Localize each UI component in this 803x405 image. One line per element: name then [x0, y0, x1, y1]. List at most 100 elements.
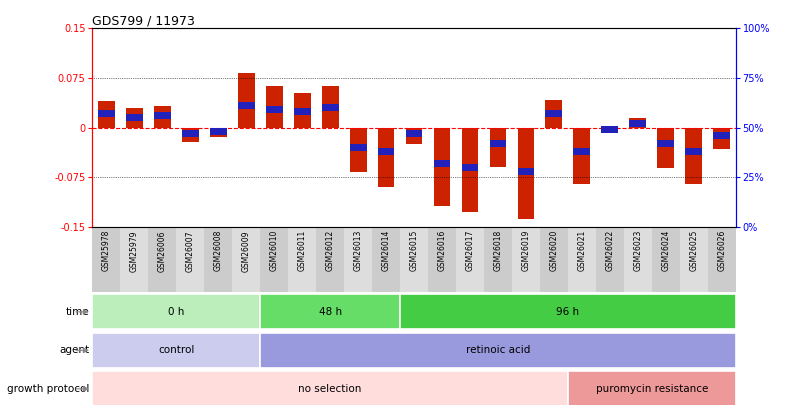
- Bar: [512, 227, 540, 292]
- Bar: [344, 227, 372, 292]
- Bar: [657, 140, 673, 147]
- Bar: [176, 227, 204, 292]
- Bar: [92, 371, 567, 405]
- Bar: [260, 227, 287, 292]
- Bar: [623, 227, 651, 292]
- Text: GSM26015: GSM26015: [409, 230, 418, 271]
- Text: GSM25978: GSM25978: [102, 230, 111, 271]
- Text: 0 h: 0 h: [168, 307, 185, 317]
- Bar: [483, 227, 512, 292]
- Text: GSM26016: GSM26016: [437, 230, 446, 271]
- Bar: [433, 160, 450, 166]
- Bar: [372, 227, 400, 292]
- Bar: [321, 104, 338, 111]
- Text: 48 h: 48 h: [318, 307, 341, 317]
- Bar: [651, 227, 679, 292]
- Bar: [287, 227, 316, 292]
- Bar: [120, 227, 149, 292]
- Bar: [544, 100, 561, 128]
- Text: GSM26021: GSM26021: [577, 230, 585, 271]
- Bar: [601, 128, 618, 132]
- Bar: [679, 227, 707, 292]
- Bar: [684, 128, 701, 184]
- Bar: [517, 128, 534, 219]
- Bar: [629, 117, 646, 128]
- Text: GSM26018: GSM26018: [493, 230, 502, 271]
- Bar: [238, 72, 255, 128]
- Text: time: time: [66, 307, 89, 317]
- Bar: [126, 108, 143, 128]
- Bar: [433, 128, 450, 206]
- Text: GDS799 / 11973: GDS799 / 11973: [92, 14, 195, 27]
- Text: agent: agent: [59, 345, 89, 355]
- Bar: [601, 126, 618, 133]
- Text: GSM26013: GSM26013: [353, 230, 362, 271]
- Bar: [712, 128, 729, 149]
- Bar: [316, 227, 344, 292]
- Bar: [400, 227, 427, 292]
- Bar: [489, 128, 506, 167]
- Bar: [98, 101, 115, 128]
- Bar: [657, 128, 673, 168]
- Text: puromycin resistance: puromycin resistance: [595, 384, 707, 394]
- Bar: [406, 130, 422, 137]
- Bar: [181, 130, 198, 137]
- Bar: [181, 128, 198, 142]
- Bar: [321, 86, 338, 128]
- Bar: [98, 111, 115, 117]
- Bar: [238, 102, 255, 109]
- Bar: [489, 140, 506, 147]
- Bar: [461, 164, 478, 171]
- Text: GSM26014: GSM26014: [381, 230, 390, 271]
- Text: retinoic acid: retinoic acid: [465, 345, 529, 355]
- Bar: [377, 148, 394, 155]
- Bar: [349, 128, 366, 172]
- Bar: [544, 111, 561, 117]
- Text: GSM26026: GSM26026: [716, 230, 725, 271]
- Bar: [540, 227, 567, 292]
- Bar: [517, 168, 534, 175]
- Bar: [629, 120, 646, 127]
- Bar: [266, 107, 283, 113]
- Text: no selection: no selection: [298, 384, 361, 394]
- Bar: [567, 227, 595, 292]
- Bar: [377, 128, 394, 187]
- Text: GSM26012: GSM26012: [325, 230, 334, 271]
- Text: GSM26022: GSM26022: [605, 230, 613, 271]
- Bar: [293, 109, 310, 115]
- Text: GSM26006: GSM26006: [157, 230, 167, 271]
- Text: GSM26024: GSM26024: [660, 230, 670, 271]
- Bar: [154, 106, 170, 128]
- Bar: [707, 227, 735, 292]
- Text: GSM26010: GSM26010: [269, 230, 279, 271]
- Bar: [154, 112, 170, 119]
- Bar: [406, 128, 422, 144]
- Bar: [266, 86, 283, 128]
- Bar: [712, 132, 729, 139]
- Bar: [349, 144, 366, 151]
- Bar: [260, 333, 735, 368]
- Text: GSM26025: GSM26025: [688, 230, 697, 271]
- Text: GSM26009: GSM26009: [242, 230, 251, 271]
- Text: GSM25979: GSM25979: [130, 230, 139, 271]
- Text: growth protocol: growth protocol: [7, 384, 89, 394]
- Text: GSM26011: GSM26011: [297, 230, 306, 271]
- Text: control: control: [158, 345, 194, 355]
- Bar: [204, 227, 232, 292]
- Bar: [149, 227, 176, 292]
- Bar: [92, 333, 260, 368]
- Bar: [232, 227, 260, 292]
- Text: GSM26008: GSM26008: [214, 230, 222, 271]
- Bar: [210, 128, 226, 135]
- Bar: [126, 114, 143, 121]
- Text: GSM26007: GSM26007: [185, 230, 194, 271]
- Bar: [210, 128, 226, 137]
- Bar: [260, 294, 400, 329]
- Text: GSM26020: GSM26020: [548, 230, 558, 271]
- Bar: [573, 148, 589, 155]
- Bar: [427, 227, 455, 292]
- Bar: [400, 294, 735, 329]
- Bar: [595, 227, 623, 292]
- Bar: [92, 227, 120, 292]
- Text: GSM26017: GSM26017: [465, 230, 474, 271]
